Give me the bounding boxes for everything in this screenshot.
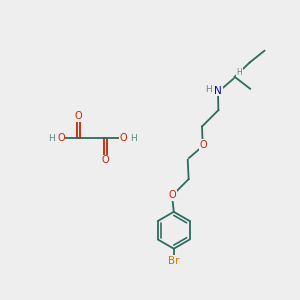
Text: N: N bbox=[214, 85, 222, 96]
Text: O: O bbox=[119, 133, 127, 143]
Text: H: H bbox=[205, 85, 212, 94]
Text: H: H bbox=[48, 134, 54, 142]
Text: O: O bbox=[57, 133, 64, 143]
Text: O: O bbox=[102, 155, 109, 165]
Text: Br: Br bbox=[168, 256, 179, 266]
Text: H: H bbox=[236, 68, 242, 76]
Text: O: O bbox=[200, 140, 207, 150]
Text: O: O bbox=[75, 111, 82, 121]
Text: O: O bbox=[169, 190, 176, 200]
Text: H: H bbox=[130, 134, 136, 142]
